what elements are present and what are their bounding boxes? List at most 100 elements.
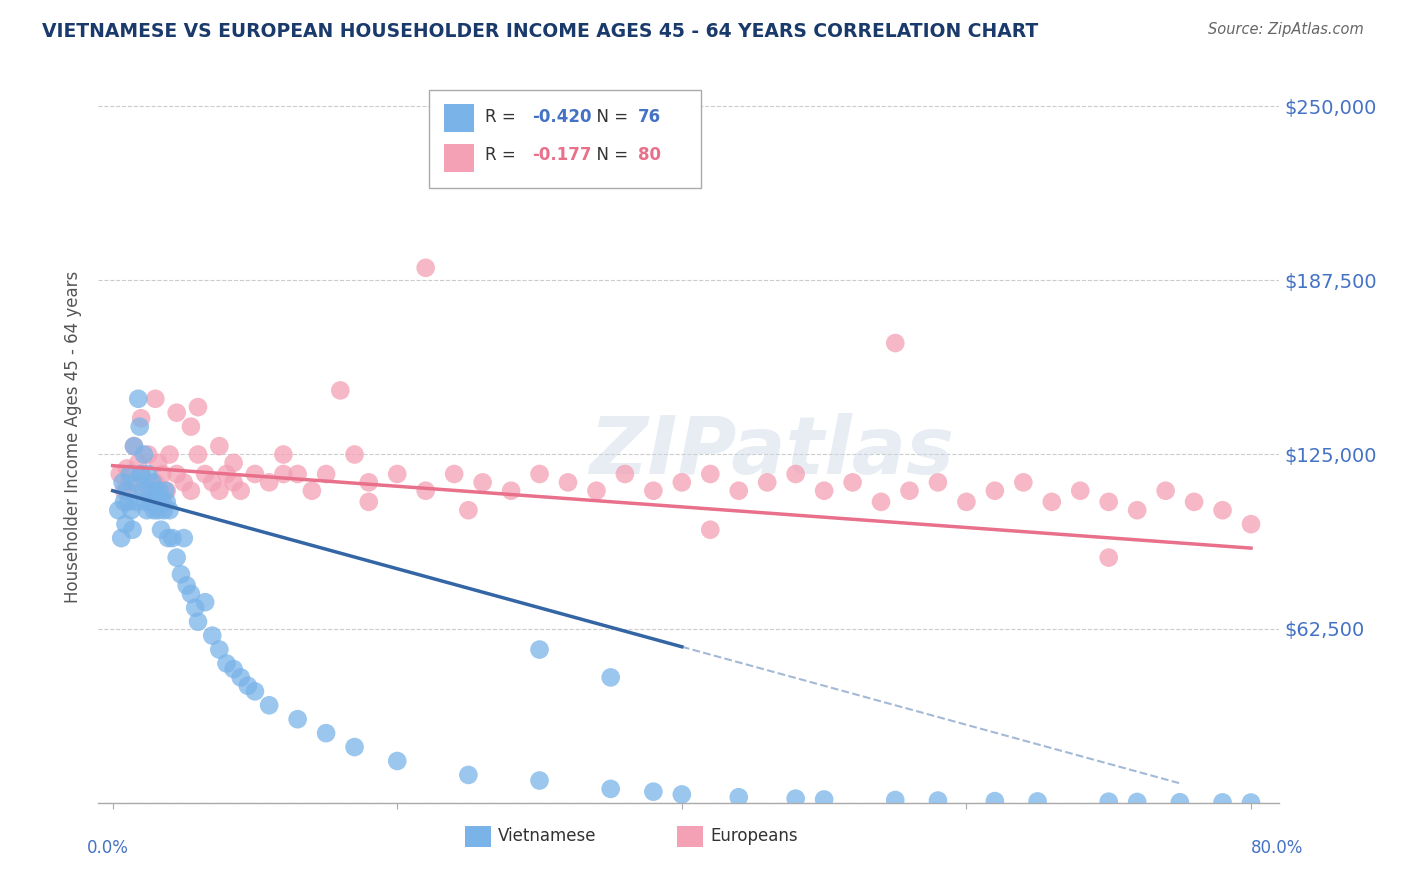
Point <box>110 531 132 545</box>
Point <box>415 483 437 498</box>
Point <box>132 448 155 462</box>
Text: R =: R = <box>485 146 526 164</box>
Point <box>180 419 202 434</box>
Point <box>141 475 163 490</box>
Text: 80: 80 <box>638 146 661 164</box>
Point <box>118 467 141 481</box>
Point <box>115 483 138 498</box>
Point <box>499 483 522 498</box>
Point <box>1212 796 1234 810</box>
Point <box>108 467 131 481</box>
Point <box>201 629 224 643</box>
Point <box>117 495 139 509</box>
Point <box>1098 550 1121 565</box>
Point <box>671 788 693 802</box>
Point <box>143 392 166 406</box>
Point <box>135 503 157 517</box>
Point <box>315 467 337 481</box>
Point <box>149 483 172 498</box>
Point <box>222 456 245 470</box>
Y-axis label: Householder Income Ages 45 - 64 years: Householder Income Ages 45 - 64 years <box>65 271 83 603</box>
Point <box>152 467 174 481</box>
Point <box>236 679 259 693</box>
Point <box>162 531 184 545</box>
Point <box>1069 483 1091 498</box>
Point <box>112 483 135 498</box>
Point <box>127 456 149 470</box>
Point <box>132 483 155 498</box>
Point <box>387 754 409 768</box>
Point <box>329 384 352 398</box>
Point <box>1212 503 1234 517</box>
Text: Source: ZipAtlas.com: Source: ZipAtlas.com <box>1208 22 1364 37</box>
Point <box>153 503 176 517</box>
Point <box>301 483 323 498</box>
Point <box>257 698 280 713</box>
Point <box>166 550 188 565</box>
Point <box>884 336 907 351</box>
Point <box>243 684 266 698</box>
Point <box>187 448 209 462</box>
Point <box>215 657 238 671</box>
Point <box>136 467 159 481</box>
Point <box>122 439 145 453</box>
Text: N =: N = <box>586 146 634 164</box>
Point <box>129 467 152 481</box>
Point <box>443 467 465 481</box>
Point <box>180 483 202 498</box>
Point <box>813 792 835 806</box>
Point <box>215 467 238 481</box>
Point <box>184 600 207 615</box>
Point <box>1026 794 1049 808</box>
Point <box>136 448 159 462</box>
Point <box>599 781 621 796</box>
Point <box>145 495 167 509</box>
Point <box>134 495 156 509</box>
Bar <box>444 104 474 132</box>
Point <box>415 260 437 275</box>
Point <box>471 475 494 490</box>
Point <box>699 523 721 537</box>
Point <box>785 467 807 481</box>
Point <box>148 456 170 470</box>
FancyBboxPatch shape <box>429 90 700 188</box>
Text: R =: R = <box>485 108 520 126</box>
Point <box>813 483 835 498</box>
Point <box>194 595 217 609</box>
Point <box>112 495 135 509</box>
Point <box>1126 795 1149 809</box>
Point <box>529 467 551 481</box>
Point <box>557 155 579 169</box>
Point <box>111 475 134 490</box>
Point <box>457 503 479 517</box>
Point <box>529 773 551 788</box>
Point <box>1012 475 1035 490</box>
Bar <box>464 826 491 847</box>
Point <box>273 467 295 481</box>
Point <box>150 523 173 537</box>
Point <box>159 503 181 517</box>
Point <box>176 578 198 592</box>
Point <box>122 439 145 453</box>
Text: 80.0%: 80.0% <box>1251 839 1303 857</box>
Point <box>166 467 188 481</box>
Point <box>257 475 280 490</box>
Point <box>343 740 366 755</box>
Text: Europeans: Europeans <box>710 827 797 845</box>
Point <box>287 467 309 481</box>
Point <box>727 483 749 498</box>
Point <box>155 483 177 498</box>
Point <box>125 495 148 509</box>
Point <box>1168 795 1191 809</box>
Point <box>315 726 337 740</box>
Point <box>955 495 977 509</box>
Text: N =: N = <box>586 108 634 126</box>
Point <box>1240 517 1263 532</box>
Point <box>557 475 579 490</box>
Point <box>157 531 180 545</box>
Point <box>121 523 143 537</box>
Point <box>142 503 165 517</box>
Point <box>357 495 380 509</box>
Point <box>984 794 1007 808</box>
Point <box>127 392 149 406</box>
